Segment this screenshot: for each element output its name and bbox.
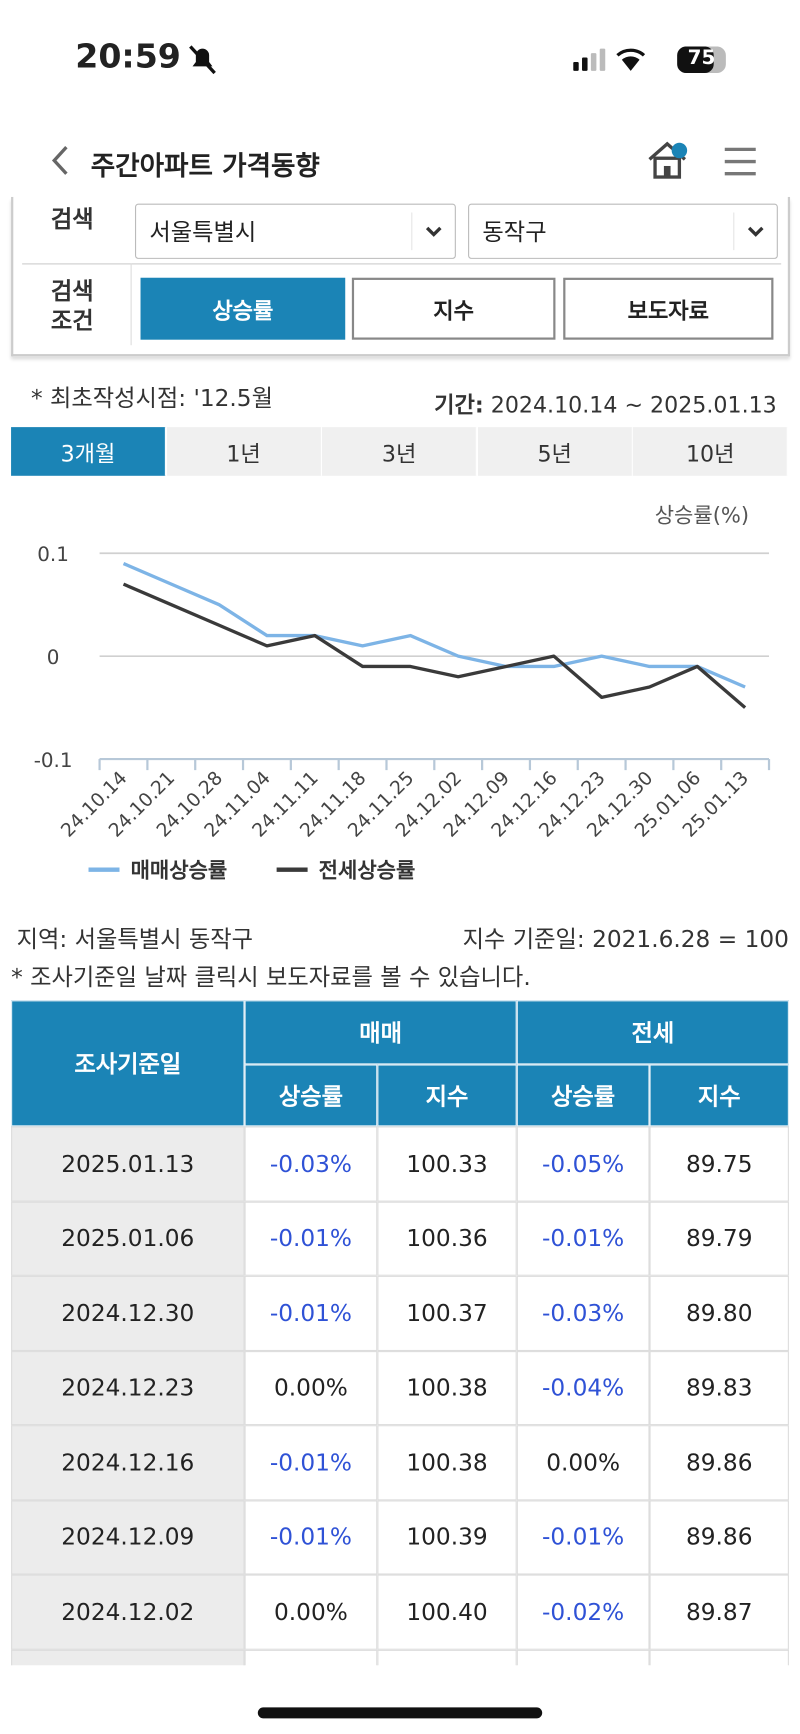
value-cell: 89.87	[649, 1574, 789, 1650]
value-cell: -0.03%	[516, 1275, 650, 1351]
chart: 상승률(%)0.10-0.124.10.1424.10.2124.10.2824…	[34, 502, 771, 882]
header-cell: 지수	[377, 1064, 517, 1127]
value-cell: 89.75	[649, 1126, 789, 1202]
value-cell: 100.40	[377, 1574, 517, 1650]
value-cell: -0.04%	[516, 1350, 650, 1426]
press-button[interactable]: 보도자료	[563, 277, 774, 340]
condition-label-line: 검색	[50, 277, 94, 305]
date-cell[interactable]: 2024.12.09	[11, 1499, 245, 1575]
rate-button[interactable]: 상승률	[140, 277, 346, 340]
header-cell: 상승률	[244, 1064, 378, 1127]
value-cell: -0.05%	[516, 1126, 650, 1202]
divider	[130, 263, 132, 346]
value-cell: -0.01%	[244, 1499, 378, 1575]
period-tab[interactable]: 3년	[322, 427, 478, 476]
value-cell: 100.38	[377, 1350, 517, 1426]
value-cell: 89.83	[649, 1350, 789, 1426]
search-panel	[11, 196, 791, 357]
value-cell: -0.01%	[516, 1201, 650, 1276]
header-cell: 지수	[649, 1064, 789, 1127]
region-select[interactable]: 서울특별시	[134, 203, 456, 259]
value-cell: 89.86	[649, 1499, 789, 1575]
page-title: 주간아파트 가격동향	[90, 150, 320, 182]
period-tab[interactable]: 1년	[166, 427, 322, 476]
dropdown-icon	[733, 212, 764, 251]
partial-cell	[11, 1649, 245, 1665]
series-line	[122, 562, 746, 689]
period-label: 기간:	[434, 391, 484, 419]
period-tab[interactable]: 5년	[477, 427, 633, 476]
back-button[interactable]	[49, 144, 73, 177]
value-cell: -0.01%	[244, 1201, 378, 1276]
value-cell: 89.80	[649, 1275, 789, 1351]
condition-label-line: 조건	[50, 307, 94, 335]
header-cell: 매매	[244, 1000, 517, 1065]
value-cell: 89.86	[649, 1425, 789, 1500]
header-cell: 상승률	[516, 1064, 650, 1127]
date-cell[interactable]: 2024.12.23	[11, 1350, 245, 1426]
legend-label: 매매상승률	[131, 857, 228, 882]
period-tab[interactable]: 10년	[633, 427, 789, 476]
status-icons	[573, 46, 726, 74]
partial-cell	[244, 1649, 378, 1665]
date-cell[interactable]: 2025.01.13	[11, 1126, 245, 1202]
period-tab[interactable]: 3개월	[11, 427, 166, 476]
date-cell[interactable]: 2024.12.16	[11, 1425, 245, 1500]
header-cell: 조사기준일	[11, 1000, 245, 1127]
district-value: 동작구	[482, 219, 547, 246]
y-tick-label: 0	[47, 646, 60, 669]
value-cell: 100.39	[377, 1499, 517, 1575]
legend-label: 전세상승률	[319, 857, 416, 882]
dropdown-icon	[411, 212, 442, 251]
value-cell: -0.01%	[244, 1425, 378, 1500]
region-note: 지역: 서울특별시 동작구	[16, 926, 253, 953]
created-note: * 최초작성시점: '12.5월	[30, 385, 273, 412]
value-cell: -0.02%	[516, 1574, 650, 1650]
value-cell: 100.38	[377, 1425, 517, 1500]
district-select[interactable]: 동작구	[468, 203, 778, 259]
value-cell: -0.01%	[244, 1275, 378, 1351]
region-value: 서울특별시	[149, 219, 257, 246]
home-indicator	[257, 1707, 543, 1719]
date-cell[interactable]: 2024.12.02	[11, 1574, 245, 1650]
date-cell[interactable]: 2025.01.06	[11, 1201, 245, 1276]
partial-cell	[377, 1649, 517, 1665]
y-tick-label: -0.1	[34, 749, 73, 772]
menu-button[interactable]	[724, 146, 757, 177]
header-cell: 전세	[516, 1000, 789, 1065]
home-button[interactable]	[646, 139, 690, 181]
partial-cell	[649, 1649, 789, 1665]
value-cell: 0.00%	[516, 1425, 650, 1500]
series-line	[122, 582, 747, 709]
value-cell: 100.36	[377, 1201, 517, 1276]
value-cell: -0.03%	[244, 1126, 378, 1202]
value-cell: 0.00%	[244, 1350, 378, 1426]
index-button[interactable]: 지수	[351, 277, 556, 340]
value-cell: 0.00%	[244, 1574, 378, 1650]
search-label: 검색	[50, 205, 94, 233]
divider	[22, 263, 782, 265]
battery-level: 75	[687, 46, 716, 70]
condition-label: 검색 조건	[51, 277, 94, 337]
base-note: 지수 기준일: 2021.6.28 = 100	[462, 926, 789, 953]
value-cell: 100.37	[377, 1275, 517, 1351]
clock: 20:59	[75, 37, 181, 77]
hint-note: * 조사기준일 날짜 클릭시 보도자료를 볼 수 있습니다.	[11, 963, 531, 991]
period: 기간: 2024.10.14 ~ 2025.01.13	[434, 387, 777, 419]
date-cell[interactable]: 2024.12.30	[11, 1275, 245, 1351]
value-cell: -0.01%	[516, 1499, 650, 1575]
mute-icon	[189, 45, 216, 75]
partial-cell	[516, 1649, 650, 1665]
y-tick-label: 0.1	[37, 543, 69, 566]
value-cell: 89.79	[649, 1201, 789, 1276]
period-value: 2024.10.14 ~ 2025.01.13	[490, 391, 777, 419]
y-axis-label: 상승률(%)	[655, 502, 749, 527]
value-cell: 100.33	[377, 1126, 517, 1202]
